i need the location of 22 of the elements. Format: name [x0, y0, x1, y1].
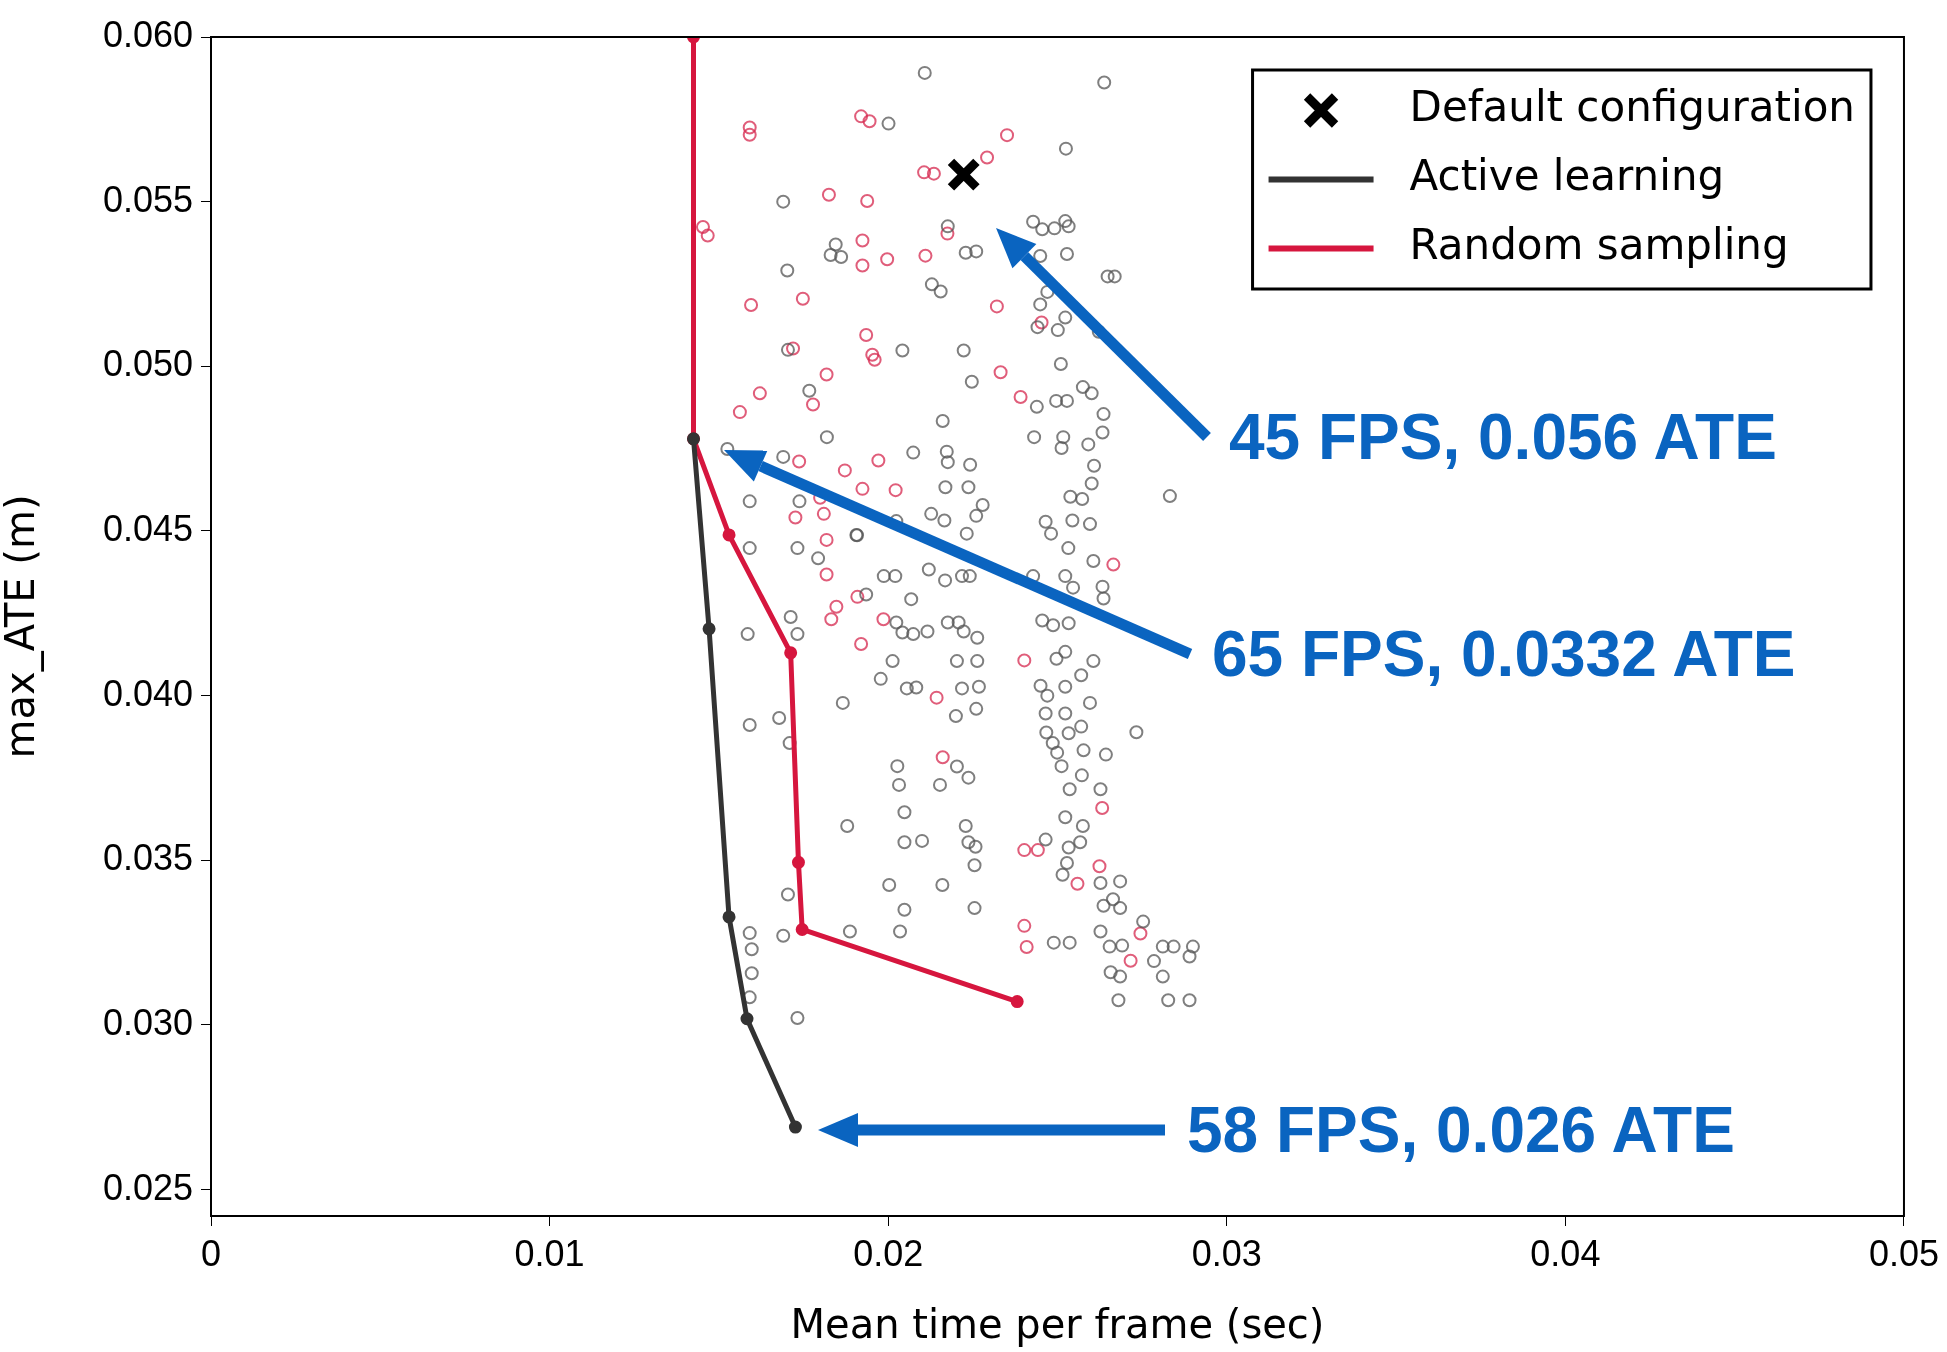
legend-label: Default configuration: [1409, 82, 1855, 132]
x-tick-label: 0.01: [514, 1232, 585, 1274]
x-tick-label: 0: [200, 1232, 222, 1274]
x-tick-label: 0.04: [1530, 1232, 1601, 1274]
legend-label: Active learning: [1409, 151, 1725, 201]
y-axis-title: max_ATE (m): [0, 494, 45, 759]
annotation: 58 FPS, 0.026 ATE: [1187, 1094, 1735, 1166]
y-tick-label: 0.050: [102, 343, 193, 385]
y-tick-label: 0.040: [102, 672, 193, 714]
annotation: 45 FPS, 0.056 ATE: [1229, 401, 1777, 473]
y-tick-label: 0.045: [102, 507, 193, 549]
y-tick-label: 0.030: [102, 1001, 193, 1043]
annotation: 65 FPS, 0.0332 ATE: [1212, 618, 1796, 690]
y-tick-label: 0.025: [102, 1166, 193, 1208]
legend-label: Random sampling: [1409, 220, 1789, 270]
y-tick-label: 0.060: [102, 13, 193, 55]
y-tick-label: 0.055: [102, 178, 193, 220]
y-tick-label: 0.035: [102, 837, 193, 879]
x-axis-title: Mean time per frame (sec): [790, 1301, 1325, 1348]
x-tick-label: 0.02: [853, 1232, 924, 1274]
x-tick-label: 0.03: [1191, 1232, 1262, 1274]
x-tick-label: 0.05: [1868, 1232, 1940, 1274]
